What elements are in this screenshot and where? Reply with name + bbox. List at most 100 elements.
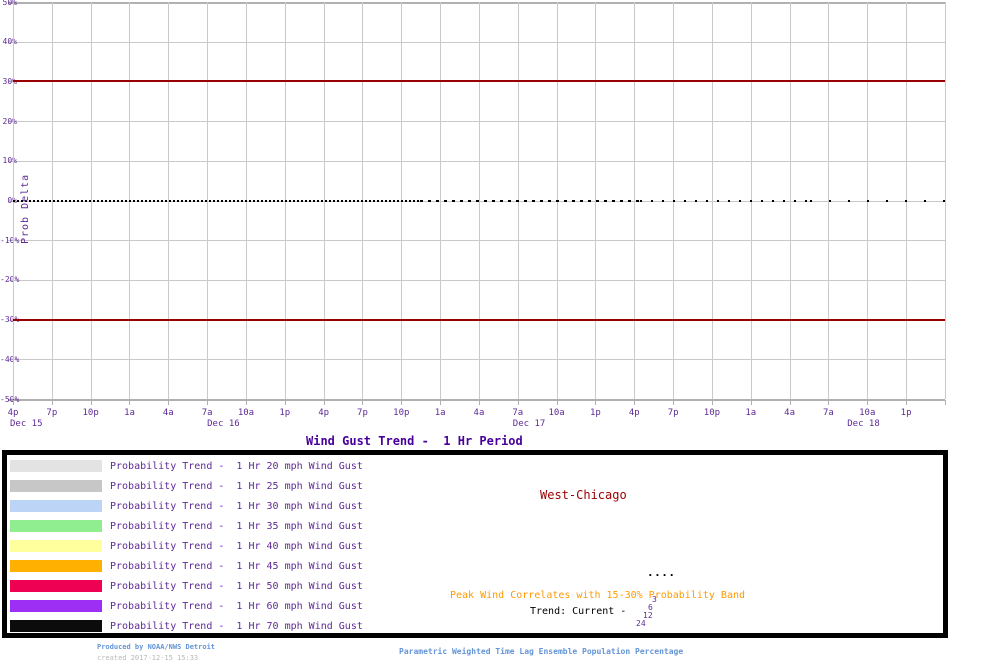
y-tick-label: -20%: [0, 275, 20, 285]
x-axis-tick: [711, 400, 713, 405]
chart-title: Wind Gust Trend - 1 Hr Period: [306, 434, 523, 448]
x-tick-label: 4p: [318, 408, 330, 418]
x-tick-label: 10a: [548, 408, 565, 418]
x-axis-tick: [517, 400, 519, 405]
x-axis-tick: [168, 400, 170, 405]
x-tick-label: 4a: [784, 408, 796, 418]
plot-area: 50% 40% 30% 20% 10% 0% -10% -20% -30% -40% -50% 4p 7…: [0, 0, 946, 429]
x-tick-label: 7a: [201, 408, 213, 418]
x-axis-tick: [90, 400, 92, 405]
footer-created-timestamp: created 2017-12-15 15:33: [97, 654, 199, 662]
x-axis-tick: [13, 400, 14, 405]
x-date-label: Dec 18: [847, 419, 880, 429]
x-tick-label: 1p: [590, 408, 601, 418]
x-axis-tick: [129, 400, 131, 405]
x-axis-tick: [245, 400, 247, 405]
trend-dots: ....: [647, 566, 676, 579]
x-tick-label: 4p: [628, 408, 640, 418]
legend-label: Probability Trend - 1 Hr 60 mph Wind Gus…: [110, 601, 363, 612]
station-label: West-Chicago: [540, 488, 627, 502]
x-tick-label: 7p: [46, 408, 58, 418]
legend-row: Probability Trend - 1 Hr 50 mph Wind Gus…: [7, 580, 943, 596]
legend-row: Probability Trend - 1 Hr 70 mph Wind Gus…: [7, 620, 943, 636]
x-date-label: Dec 15: [10, 419, 43, 429]
x-axis-tick: [284, 400, 286, 405]
x-axis-tick: [828, 400, 830, 405]
legend-swatch: [10, 480, 102, 492]
trend-current-label: Trend: Current -: [530, 606, 633, 617]
x-tick-label: 1p: [900, 408, 912, 418]
x-tick-label: 10p: [393, 408, 410, 418]
legend-label: Probability Trend - 1 Hr 50 mph Wind Gus…: [110, 581, 363, 592]
x-tick-label: 1a: [434, 408, 446, 418]
x-axis-tick: [556, 400, 558, 405]
x-tick-label: 7a: [512, 408, 524, 418]
zero-trend-line-segment: [810, 199, 945, 202]
legend-row: Probability Trend - 1 Hr 25 mph Wind Gus…: [7, 480, 943, 496]
x-tick-label: 10a: [859, 408, 876, 418]
reference-line--30: [13, 318, 945, 321]
zero-trend-line-segment: [13, 199, 420, 202]
x-axis-tick: [323, 400, 325, 405]
x-axis-tick: [944, 400, 946, 405]
legend-label: Probability Trend - 1 Hr 45 mph Wind Gus…: [110, 561, 363, 572]
y-tick-label: -40%: [0, 354, 20, 364]
x-tick-label: 10a: [237, 408, 255, 418]
peak-annotation: Peak Wind Correlates with 15-30% Probabi…: [450, 590, 746, 601]
x-tick-label: 4p: [7, 408, 19, 418]
y-tick-label: 40%: [2, 37, 17, 47]
y-tick-label: 10%: [2, 156, 17, 166]
h-gridline: [8, 41, 945, 43]
x-axis-tick: [673, 400, 675, 405]
y-tick-label: -10%: [0, 235, 20, 245]
y-tick-label: -50%: [0, 394, 20, 404]
legend-label: Probability Trend - 1 Hr 35 mph Wind Gus…: [110, 521, 363, 532]
legend-label: Probability Trend - 1 Hr 25 mph Wind Gus…: [110, 481, 363, 492]
h-gridline: [8, 279, 945, 281]
legend-swatch: [10, 540, 102, 552]
x-axis-tick: [440, 400, 442, 405]
legend-swatch: [10, 460, 102, 472]
legend-label: Probability Trend - 1 Hr 70 mph Wind Gus…: [110, 621, 363, 632]
x-axis-tick: [867, 400, 869, 405]
h-gridline: [8, 160, 945, 162]
legend-row: Probability Trend - 1 Hr 60 mph Wind Gus…: [7, 600, 943, 616]
x-tick-label: 4a: [162, 408, 174, 418]
trend-hour-24: 24: [636, 619, 646, 628]
y-tick-label: 20%: [2, 116, 17, 126]
h-gridline: [8, 359, 945, 361]
footer-method: Parametric Weighted Time Lag Ensemble Po…: [399, 647, 684, 656]
legend-row: Probability Trend - 1 Hr 20 mph Wind Gus…: [7, 460, 943, 476]
trend-hour-12: 12: [643, 611, 653, 620]
legend-swatch: [10, 620, 102, 632]
x-axis-tick: [51, 400, 53, 405]
x-tick-label: 10p: [703, 408, 721, 418]
zero-trend-line-segment: [420, 199, 640, 202]
legend-swatch: [10, 600, 102, 612]
x-axis-tick: [207, 400, 209, 405]
legend-swatch: [10, 560, 102, 572]
y-tick-label: 0%: [0, 196, 17, 205]
legend-row: Probability Trend - 1 Hr 40 mph Wind Gus…: [7, 540, 943, 556]
v-gridline: [944, 2, 946, 399]
x-tick-label: 4a: [473, 408, 485, 418]
legend-label: Probability Trend - 1 Hr 30 mph Wind Gus…: [110, 501, 363, 512]
x-axis-tick: [595, 400, 597, 405]
x-tick-label: 1p: [279, 408, 291, 418]
reference-line-30: [13, 80, 945, 83]
y-tick-label: 50%: [2, 0, 17, 7]
x-axis-tick: [634, 400, 636, 405]
x-tick-label: 7p: [357, 408, 368, 418]
h-gridline: [8, 398, 945, 401]
legend-swatch: [10, 580, 102, 592]
legend-label: Probability Trend - 1 Hr 40 mph Wind Gus…: [110, 541, 363, 552]
x-axis-tick: [789, 400, 791, 405]
legend-row: Probability Trend - 1 Hr 45 mph Wind Gus…: [7, 560, 943, 576]
x-tick-label: 10p: [82, 408, 99, 418]
y-tick-label: 30%: [2, 76, 17, 86]
x-axis-tick: [362, 400, 364, 405]
trend-hour-3: 3: [652, 595, 657, 604]
x-axis-tick: [401, 400, 403, 405]
x-date-label: Dec 16: [207, 419, 240, 429]
